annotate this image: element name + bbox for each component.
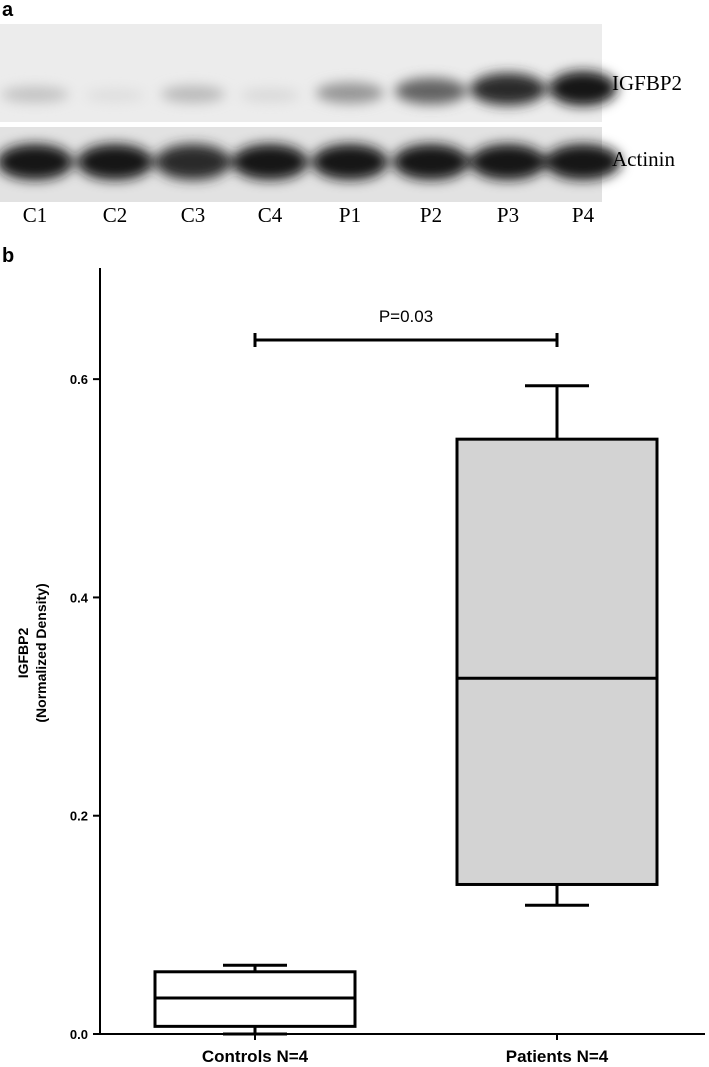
x-tick-label: Patients N=4 [506, 1047, 609, 1066]
band [85, 88, 145, 103]
y-axis-title-line: (Normalized Density) [33, 583, 49, 722]
band [232, 144, 308, 180]
band [155, 144, 231, 180]
y-tick-label: 0.0 [70, 1027, 88, 1042]
band [393, 144, 469, 180]
band [395, 78, 467, 105]
band [549, 71, 617, 106]
lane-label: C2 [103, 203, 128, 227]
panel-label: a [2, 0, 14, 21]
lane-label: C1 [23, 203, 48, 227]
lane-label: P1 [339, 203, 361, 227]
band [161, 85, 225, 103]
panel-label: b [2, 245, 14, 267]
band [1, 86, 69, 103]
y-tick-label: 0.4 [70, 590, 89, 605]
band [470, 73, 546, 106]
blot-igfbp2 [0, 24, 602, 122]
band [240, 88, 300, 103]
lane-label: P2 [420, 203, 442, 227]
y-tick-label: 0.2 [70, 809, 88, 824]
y-axis-title: IGFBP2 (Normalized Density) [15, 583, 49, 722]
band [0, 144, 73, 180]
band [77, 144, 153, 180]
band-label: IGFBP2 [612, 71, 682, 95]
box [455, 437, 659, 886]
band [470, 144, 546, 180]
annotation: P=0.03 [379, 307, 433, 326]
band-label: Actinin [612, 147, 675, 171]
lane-label: P4 [572, 203, 595, 227]
x-tick-label: Controls N=4 [202, 1047, 309, 1066]
band [316, 82, 384, 104]
band [312, 144, 388, 180]
lane-label: P3 [497, 203, 519, 227]
band [545, 144, 621, 180]
lane-label: C4 [258, 203, 283, 227]
y-axis-title-line: IGFBP2 [15, 628, 31, 679]
lane-label: C3 [181, 203, 206, 227]
y-tick-label: 0.6 [70, 372, 88, 387]
